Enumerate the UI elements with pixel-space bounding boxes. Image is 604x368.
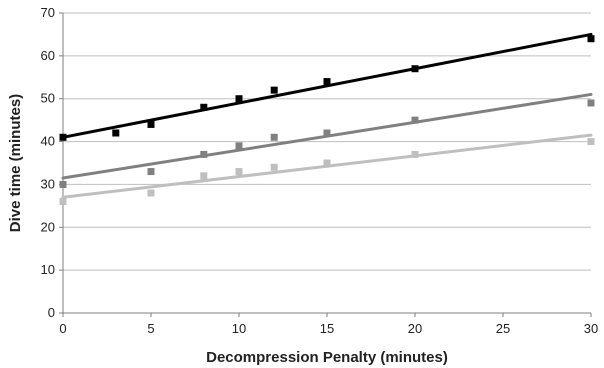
data-points	[59, 35, 595, 206]
series-1-point	[200, 103, 208, 111]
series-1-point	[270, 86, 278, 94]
y-tick-label: 40	[41, 134, 55, 149]
series-2-point	[270, 133, 278, 141]
series-1-trendline	[61, 32, 593, 139]
x-tick-label: 30	[584, 321, 598, 336]
series-3-point	[235, 168, 243, 176]
series-3-point	[59, 198, 67, 206]
tick-labels: 0 10 20 30 40 50 60 70 0 5 10 15 20 25 30	[41, 5, 599, 336]
series-2-point	[587, 99, 595, 107]
series-2-point	[235, 142, 243, 150]
x-tick-label: 5	[147, 321, 154, 336]
gridlines	[63, 12, 591, 271]
x-tick-label: 20	[408, 321, 422, 336]
series-3-point	[147, 189, 155, 197]
series-1-point	[235, 95, 243, 103]
series-3-point	[270, 163, 278, 171]
series-2-point	[200, 150, 208, 158]
trendlines	[61, 32, 593, 199]
series-3-point	[200, 172, 208, 180]
x-axis-title: Decompression Penalty (minutes)	[206, 349, 448, 366]
series-2-point	[411, 116, 419, 124]
x-tick-label: 25	[496, 321, 510, 336]
series-1-point	[147, 120, 155, 128]
y-tick-label: 10	[41, 262, 55, 277]
series-1-point	[112, 129, 120, 137]
x-tick-label: 15	[320, 321, 334, 336]
series-2-point	[323, 129, 331, 137]
y-tick-label: 60	[41, 48, 55, 63]
y-tick-label: 30	[41, 176, 55, 191]
series-3-point	[323, 159, 331, 167]
y-tick-label: 70	[41, 5, 55, 20]
series-1-point	[411, 65, 419, 73]
y-tick-label: 50	[41, 91, 55, 106]
series-2-point	[147, 168, 155, 176]
x-tick-label: 0	[59, 321, 66, 336]
series-3-point	[587, 138, 595, 146]
series-1-point	[323, 78, 331, 86]
series-1-point	[59, 133, 67, 141]
y-axis-title: Dive time (minutes)	[7, 94, 24, 232]
y-tick-label: 20	[41, 219, 55, 234]
series-1-point	[587, 35, 595, 43]
series-3-point	[411, 150, 419, 158]
y-tick-label: 0	[48, 305, 55, 320]
x-tick-label: 10	[232, 321, 246, 336]
series-2-point	[59, 180, 67, 188]
